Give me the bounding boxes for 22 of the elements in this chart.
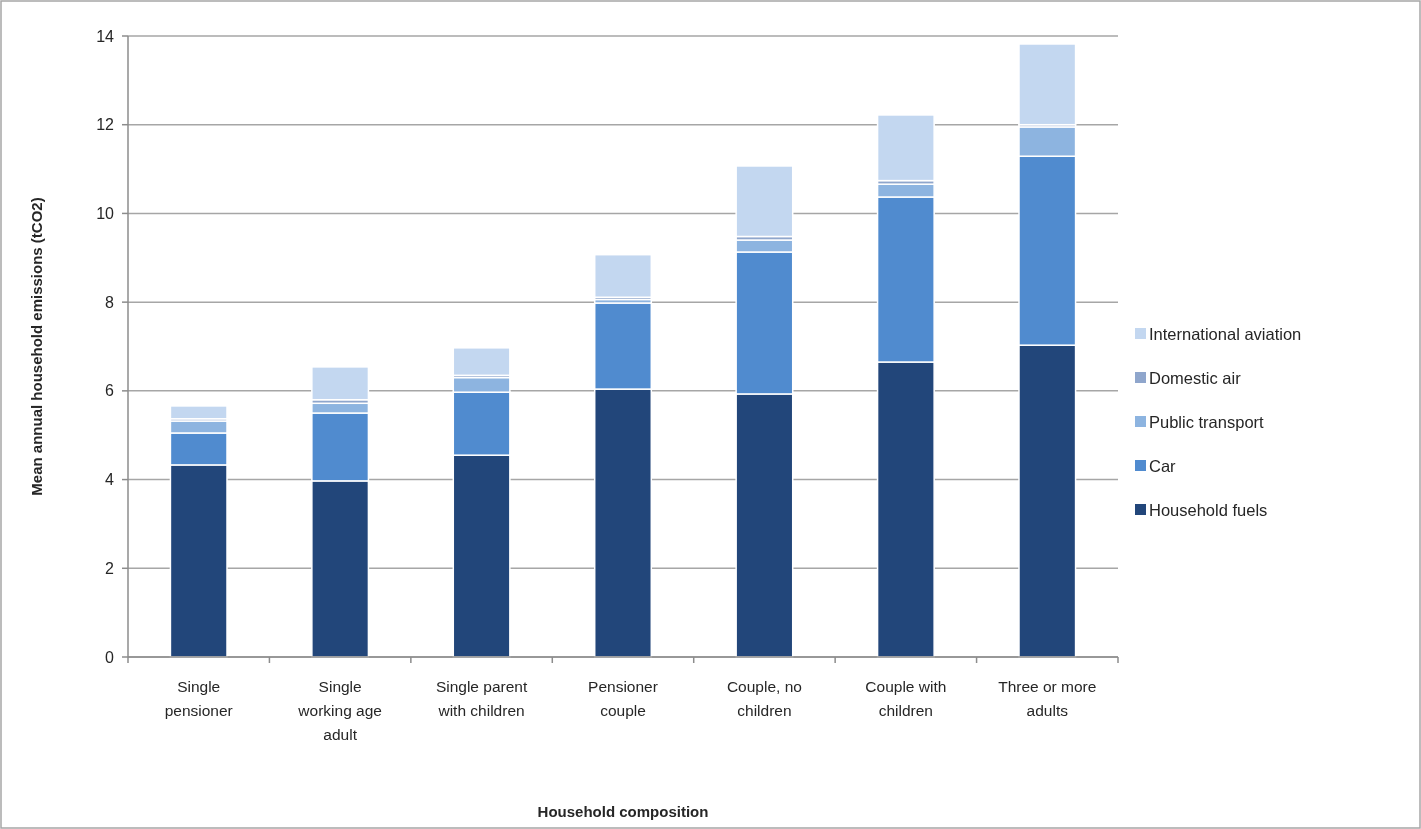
legend-label: Domestic air [1149,368,1242,387]
x-tick-label: Single pensioner [164,678,233,719]
legend-label: Car [1149,456,1177,475]
y-tick-label: 8 [105,293,115,311]
x-tick-label: Couple, no children [726,678,802,719]
y-tick-label: 10 [96,205,115,223]
legend-label: Household fuels [1149,500,1268,519]
y-axis-title: Mean annual household emissions (tCO2) [28,197,45,496]
legend-label: Public transport [1149,412,1265,431]
x-tick-label: Single parent with children [435,678,528,719]
y-tick-label: 12 [96,116,115,134]
legend-label: International aviation [1149,324,1302,343]
x-tick-label: Single working age adult [297,678,382,743]
y-tick-label: 6 [105,382,115,400]
x-tick-label: Couple with children [865,678,947,719]
y-tick-label: 0 [105,648,115,666]
y-tick-label: 4 [105,471,115,489]
y-tick-label: 14 [96,27,115,45]
x-tick-label: Pensioner couple [588,678,658,719]
x-axis-title: Household composition [537,803,709,820]
y-tick-label: 2 [105,559,115,577]
x-tick-label: Three or more adults [998,678,1097,719]
